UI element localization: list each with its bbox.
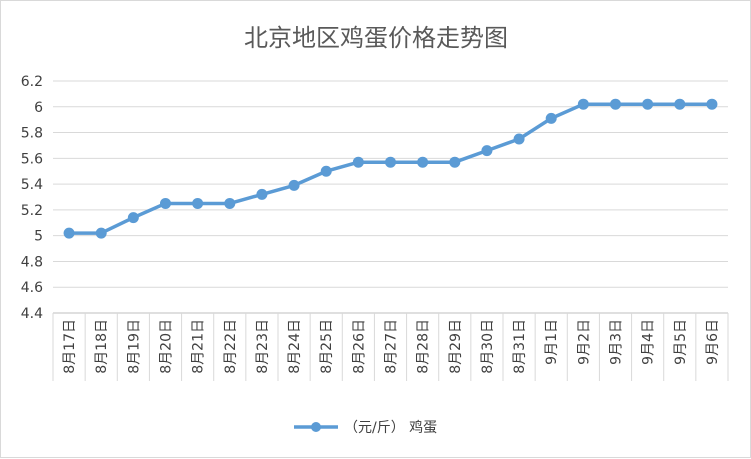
legend-label: （元/斤） 鸡蛋 xyxy=(344,419,437,436)
data-point xyxy=(256,188,268,200)
data-point xyxy=(706,98,718,110)
x-tick-label: 8月31日 xyxy=(512,319,528,374)
y-tick-label: 4.4 xyxy=(21,306,43,322)
data-point xyxy=(160,197,171,209)
data-point xyxy=(674,98,686,110)
y-tick-label: 5.8 xyxy=(21,126,43,142)
y-tick-label: 4.8 xyxy=(21,254,43,270)
x-tick-label: 8月25日 xyxy=(319,319,335,374)
x-tick-label: 9月5日 xyxy=(673,319,689,365)
y-axis: 4.4 4.6 4.8 5 5.2 5.4 5.6 5.8 6 6.2 xyxy=(21,74,43,322)
y-tick-label: 6 xyxy=(34,100,43,116)
x-tick-label: 8月26日 xyxy=(351,319,367,374)
data-point xyxy=(224,197,236,209)
data-point xyxy=(352,156,364,168)
x-tick-label: 8月28日 xyxy=(416,319,432,374)
data-point xyxy=(513,133,525,145)
data-point xyxy=(610,98,621,110)
x-tick-label: 8月21日 xyxy=(191,319,207,374)
legend-marker xyxy=(311,422,321,432)
x-axis: 8月17日 8月18日 8月19日 8月20日 8月21日 8月22日 8月23日 8月24日… xyxy=(52,312,729,381)
data-point xyxy=(449,156,461,168)
x-tick-label: 8月20日 xyxy=(159,319,175,374)
chart-title: 北京地区鸡蛋价格走势图 xyxy=(244,24,508,52)
data-point xyxy=(545,112,557,124)
data-point xyxy=(481,145,493,157)
x-tick-label: 9月2日 xyxy=(576,319,592,365)
data-point xyxy=(63,227,75,239)
data-point xyxy=(95,227,107,239)
x-tick-label: 8月17日 xyxy=(62,319,78,374)
y-tick-label: 4.6 xyxy=(21,280,43,296)
x-tick-label: 8月30日 xyxy=(480,319,496,374)
x-tick-label: 8月22日 xyxy=(223,319,239,374)
x-tick-label: 8月23日 xyxy=(255,319,271,374)
x-tick-label: 9月4日 xyxy=(641,319,657,365)
x-tick-label: 8月18日 xyxy=(94,319,110,374)
x-tick-label: 8月27日 xyxy=(384,319,400,374)
data-point xyxy=(288,179,300,191)
y-tick-label: 5.4 xyxy=(21,177,43,193)
data-point xyxy=(320,165,332,177)
data-point xyxy=(385,156,396,168)
series-layer xyxy=(63,98,718,239)
x-tick-label: 8月29日 xyxy=(448,319,464,374)
data-point xyxy=(417,156,429,168)
x-tick-label: 9月1日 xyxy=(544,319,560,365)
data-point xyxy=(577,98,589,110)
data-point xyxy=(192,197,204,209)
data-point xyxy=(127,212,139,224)
legend: （元/斤） 鸡蛋 xyxy=(294,419,437,436)
series-line xyxy=(67,102,714,235)
x-tick-label: 8月19日 xyxy=(126,319,142,374)
y-tick-label: 5.6 xyxy=(21,151,43,167)
x-tick-label: 9月6日 xyxy=(705,319,721,365)
x-tick-label: 9月3日 xyxy=(609,319,625,365)
y-tick-label: 5 xyxy=(34,229,43,245)
y-tick-label: 5.2 xyxy=(21,203,43,219)
grid-lines xyxy=(53,80,728,314)
y-tick-label: 6.2 xyxy=(21,74,43,90)
x-tick-label: 8月24日 xyxy=(287,319,303,374)
data-point xyxy=(642,98,654,110)
